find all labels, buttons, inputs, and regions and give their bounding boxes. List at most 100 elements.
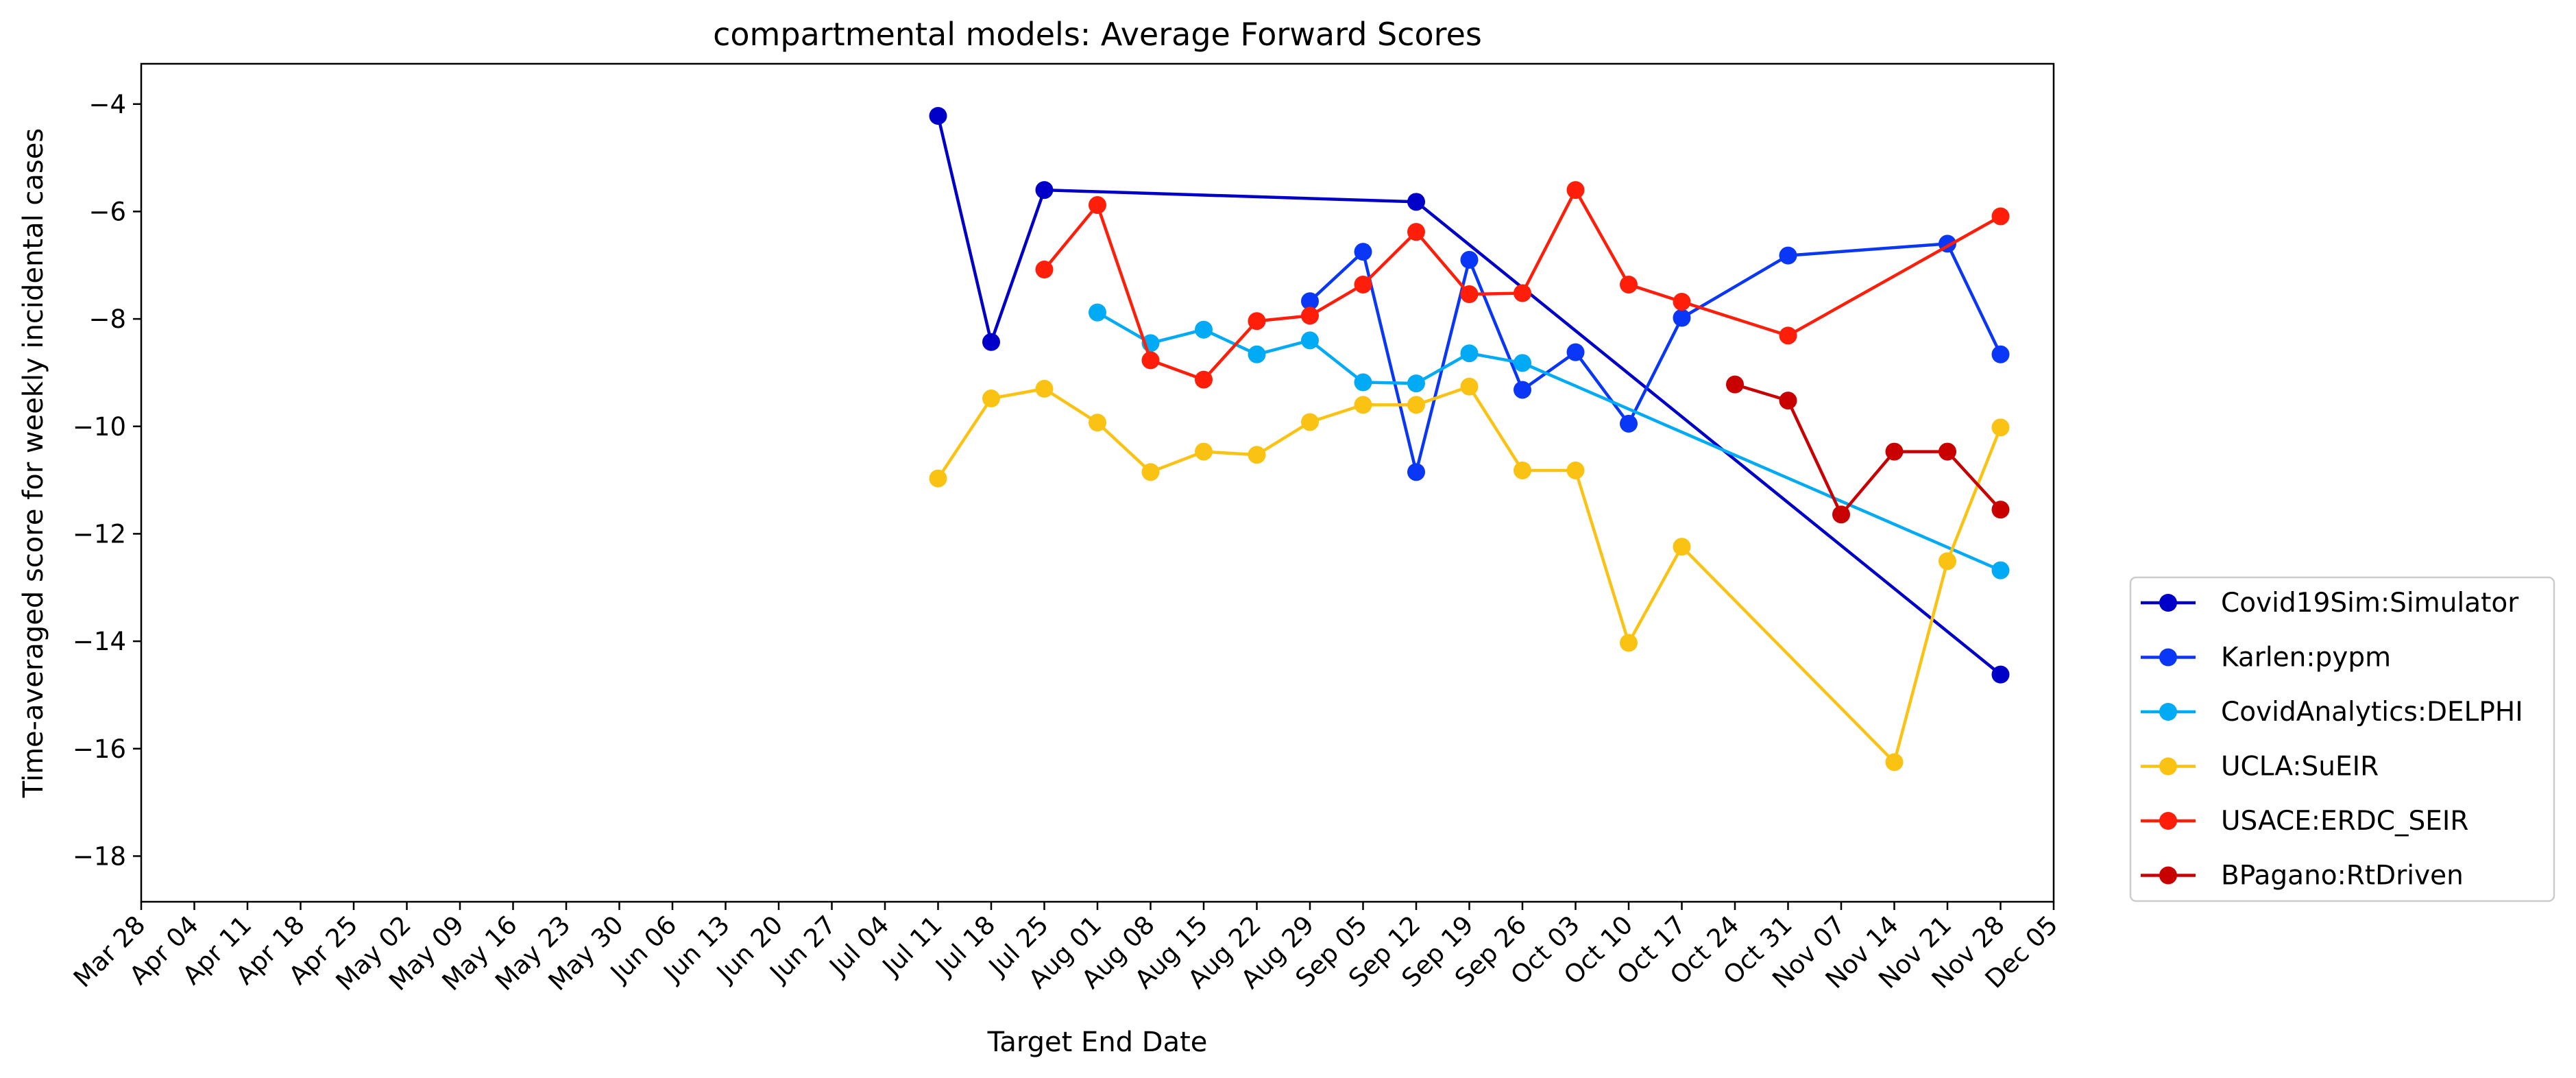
data-point [1673, 538, 1691, 556]
legend-label: BPagano:RtDriven [2221, 861, 2464, 891]
data-point [1407, 223, 1425, 241]
series-ucla-sueir [929, 377, 2010, 771]
legend-marker [2159, 757, 2177, 776]
data-point [1673, 309, 1691, 327]
series-line [936, 385, 2002, 764]
data-point [1991, 501, 2010, 519]
data-point [1620, 634, 1638, 652]
data-point [1514, 381, 1531, 399]
y-tick-label: −18 [73, 841, 126, 871]
legend-marker [2159, 703, 2177, 721]
data-point [982, 390, 1000, 408]
data-point [1620, 414, 1638, 433]
legend-marker [2159, 594, 2177, 612]
y-tick-label: −14 [73, 627, 126, 656]
data-point [1195, 442, 1213, 461]
legend-marker [2159, 812, 2177, 830]
data-point [1354, 243, 1372, 261]
data-point [1301, 292, 1319, 311]
legend-label: UCLA:SuEIR [2221, 752, 2379, 782]
data-point [1779, 326, 1797, 345]
data-point [1248, 345, 1266, 363]
data-point [1514, 354, 1531, 372]
data-point [1460, 377, 1479, 396]
y-axis-label: Time-averaged score for weekly incidenta… [18, 128, 49, 798]
legend-label: Karlen:pypm [2221, 643, 2391, 673]
data-point [1566, 343, 1585, 361]
data-point [1566, 181, 1585, 200]
data-point [1301, 307, 1319, 325]
data-point [1248, 312, 1266, 331]
legend-label: USACE:ERDC_SEIR [2221, 806, 2469, 837]
legend: Covid19Sim:Simulator Karlen:pypm CovidAnal… [2129, 576, 2555, 902]
data-point [1141, 463, 1160, 481]
data-point [1407, 463, 1425, 481]
data-point [1566, 461, 1585, 479]
data-point [1885, 442, 1904, 461]
y-tick-label: −4 [88, 90, 126, 119]
series-covidanalytics-delphi [1089, 303, 2010, 579]
data-point [1089, 414, 1106, 432]
data-point [929, 469, 947, 488]
data-point [1407, 374, 1425, 393]
data-point [1514, 284, 1531, 302]
y-tick-label: −10 [73, 412, 126, 442]
data-point [1141, 351, 1160, 370]
series-covid19sim-simulator [929, 106, 2010, 684]
legend-frame [2129, 576, 2555, 902]
data-point [1939, 442, 1956, 461]
data-point [1673, 293, 1691, 311]
data-point [1939, 552, 1956, 571]
data-point [1460, 285, 1479, 304]
data-point [1460, 344, 1479, 363]
data-point [1779, 246, 1797, 265]
data-point [1248, 446, 1266, 464]
data-point [1991, 561, 2010, 579]
data-point [1301, 413, 1319, 431]
series-usace-erdc-seir [1035, 181, 2010, 389]
y-tick-label: −8 [88, 304, 126, 334]
data-point [1460, 250, 1479, 269]
legend-marker [2159, 648, 2177, 667]
y-tick-label: −16 [73, 734, 126, 764]
series-line [1734, 383, 2002, 516]
legend-marker [2159, 866, 2177, 885]
x-axis-label: Target End Date [987, 1027, 1208, 1058]
y-tick-label: −12 [73, 519, 126, 549]
data-point [1885, 753, 1904, 771]
data-point [982, 333, 1000, 351]
data-point [1991, 665, 2010, 684]
data-point [1407, 193, 1425, 211]
series-bpagano-rtdriven [1726, 375, 2010, 524]
data-point [1354, 396, 1372, 414]
chart-title: compartmental models: Average Forward Sc… [713, 16, 1482, 53]
legend-label: CovidAnalytics:DELPHI [2221, 697, 2523, 728]
data-point [1354, 275, 1372, 294]
data-point [1991, 418, 2010, 437]
data-point [1514, 461, 1531, 479]
data-point [1407, 396, 1425, 414]
data-point [1354, 373, 1372, 392]
data-point [1620, 275, 1638, 294]
legend-label: Covid19Sim:Simulator [2221, 588, 2519, 619]
data-point [1035, 261, 1054, 279]
data-point [1832, 505, 1850, 524]
data-point [929, 106, 947, 125]
data-point [1301, 331, 1319, 350]
data-point [1035, 181, 1054, 200]
data-point [1195, 370, 1213, 389]
data-point [1035, 379, 1054, 398]
data-point [1779, 392, 1797, 410]
data-point [1726, 375, 1744, 394]
data-point [1991, 207, 2010, 226]
series-karlen-pypm [1301, 235, 2010, 481]
series-line [1096, 311, 2002, 572]
data-point [1195, 320, 1213, 339]
y-tick-label: −6 [88, 197, 126, 226]
data-point [1089, 303, 1106, 322]
data-point [1089, 196, 1106, 215]
data-point [1991, 345, 2010, 363]
